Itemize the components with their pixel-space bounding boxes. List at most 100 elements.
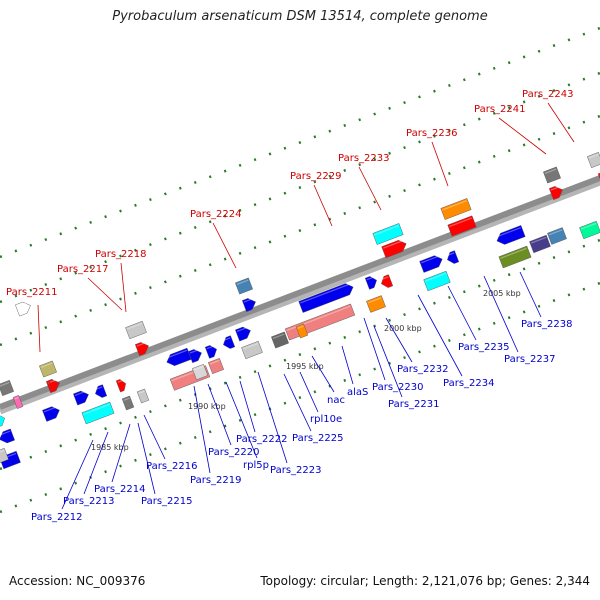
leader-line [358,166,382,211]
gene-label-bottom: Pars_2214 [94,484,145,495]
gene-glyph [136,388,150,404]
gene-label-top: Pars_2243 [522,89,573,100]
gene-shine [588,153,599,159]
leader-line [225,381,258,459]
gene-glyph [372,223,404,245]
gene-shine [367,297,382,304]
gene-shine [272,333,285,339]
gene-box [579,220,600,240]
gene-box [39,360,57,378]
gene-arrow-forward [364,276,377,290]
gene-glyph [187,348,202,364]
gene-box [295,323,309,339]
gene-label-bottom: Pars_2219 [190,475,241,486]
gene-glyph [121,395,135,411]
gene-glyph [235,277,253,295]
gene-label-top: Pars_2211 [6,287,57,298]
gene-label-top: Pars_2241 [474,104,525,115]
gene-label-bottom: Pars_2212 [31,512,82,523]
gene-glyph [0,414,5,428]
gene-shine [0,449,5,457]
gene-arrow-reverse [95,384,108,398]
leader-line [498,117,547,155]
gene-shine [383,239,405,249]
leader-line [341,345,354,385]
gene-label-bottom: Pars_2230 [372,382,423,393]
gene-arrow-reverse [496,225,526,245]
kbp-label: 1990 kbp [188,402,226,411]
gene-glyph [166,347,192,366]
gene-shine [236,279,249,285]
gene-glyph [94,384,108,398]
gene-arrow-forward [187,349,202,364]
leader-line [212,222,237,269]
gene-arrow-forward [115,379,126,393]
gene-glyph [47,379,58,393]
leader-line [193,385,211,474]
gene-shine [530,236,547,244]
gene-shine [242,342,259,350]
leader-line [311,355,335,393]
leader-line [431,141,449,187]
gene-box [366,295,386,313]
gene-shine [123,397,130,401]
leader-line [61,439,94,510]
gene-glyph [134,341,149,357]
gene-shine [300,283,352,304]
leader-line [363,317,386,381]
gene-label-bottom: Pars_2238 [521,319,572,330]
gene-arrow-forward [235,326,251,342]
gene-box [136,388,150,404]
gene-arrow-forward [298,283,354,313]
gene-glyph [586,151,600,169]
gene-glyph [498,245,532,269]
gene-arrow-forward [204,345,217,359]
gene-arrow-forward [0,414,5,428]
gene-shine [236,326,249,332]
gene-shine [380,276,389,281]
gene-shine [548,229,563,236]
backbone-shadow [0,178,600,415]
gene-shine [94,386,103,391]
gene-box [235,277,253,295]
leader-line [239,380,256,433]
gene-box [529,234,551,254]
leader-line [373,325,403,398]
gene-glyph [271,331,289,349]
gene-shine [446,252,455,257]
gene-label-bottom: rpl10e [310,414,342,425]
grid-line [0,114,600,347]
gene-shine [297,325,304,329]
gene-glyph [423,270,451,292]
gene-glyph [447,215,477,237]
leader-line [83,431,109,495]
gene-box [241,340,263,360]
gene-label-bottom: nac [327,395,345,406]
gene-glyph [81,401,115,425]
gene-label-bottom: Pars_2213 [63,496,114,507]
gene-arrow-forward [42,406,60,422]
gene-glyph [241,297,256,313]
gene-glyph [15,301,31,317]
gene-shine [222,337,231,342]
leader-line [37,304,41,353]
gene-label-top: Pars_2236 [406,128,457,139]
gene-glyph [0,428,15,444]
gene-shine [496,227,521,238]
gene-shine [189,348,200,354]
gene-glyph [547,227,567,245]
gene-shine [206,345,215,350]
gene-glyph [419,255,443,273]
gene-arrow-reverse [447,250,460,264]
gene-shine [425,272,447,282]
gene-glyph [579,220,600,240]
gene-box [191,363,209,381]
leader-line [283,373,312,432]
kbp-label: 1985 kbp [91,443,129,452]
gene-shine [40,362,53,368]
gene-glyph [42,406,60,422]
accession-label: Accession: NC_009376 [9,574,146,588]
leader-line [137,422,156,495]
gene-shine [136,341,147,347]
